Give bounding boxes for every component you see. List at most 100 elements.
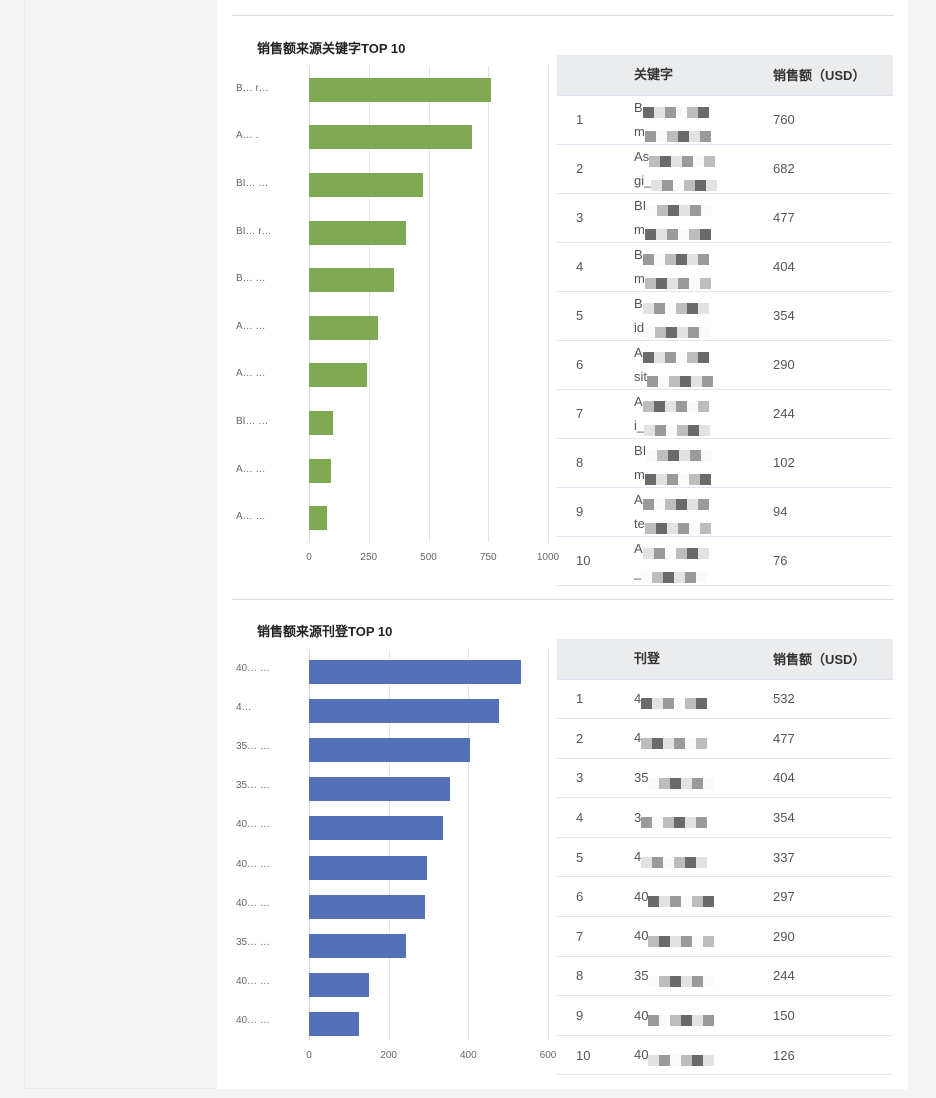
bar[interactable] bbox=[309, 363, 368, 388]
y-category-label: 40… … bbox=[236, 662, 270, 674]
sales-cell: 244 bbox=[773, 389, 893, 439]
x-tick-label: 0 bbox=[306, 552, 312, 563]
redacted-text bbox=[646, 445, 713, 462]
bar[interactable] bbox=[309, 173, 423, 197]
keyword-cell: BI m bbox=[634, 438, 773, 488]
table-row[interactable]: 2 4 477 bbox=[557, 718, 893, 759]
table-row[interactable]: 8 BI m 102 bbox=[557, 438, 893, 488]
rank-cell: 9 bbox=[557, 995, 634, 1036]
bar[interactable] bbox=[309, 738, 470, 762]
listing-text: 40 bbox=[634, 888, 649, 904]
y-category-label: BI… r… bbox=[236, 225, 272, 237]
rank-cell: 10 bbox=[557, 536, 634, 586]
sales-cell: 297 bbox=[773, 876, 893, 918]
rank-cell: 9 bbox=[557, 487, 634, 537]
table-row[interactable]: 5 4 337 bbox=[557, 837, 893, 878]
rank-cell: 6 bbox=[557, 340, 634, 390]
redacted-text bbox=[648, 971, 715, 987]
bar[interactable] bbox=[309, 268, 394, 293]
table-row[interactable]: 10 40 126 bbox=[557, 1035, 893, 1076]
bar[interactable] bbox=[309, 934, 407, 958]
bar[interactable] bbox=[309, 816, 444, 841]
rank-cell: 1 bbox=[557, 95, 634, 145]
table-row[interactable]: 2 As gi_ 682 bbox=[557, 144, 893, 194]
bar[interactable] bbox=[309, 125, 472, 150]
redacted-text bbox=[648, 1010, 715, 1027]
bar[interactable] bbox=[309, 659, 521, 684]
bar[interactable] bbox=[309, 315, 379, 340]
bar[interactable] bbox=[309, 411, 334, 435]
y-category-label: 4… bbox=[236, 701, 252, 713]
keyword-header[interactable]: 关键字 bbox=[634, 55, 773, 96]
x-tick-label: 250 bbox=[360, 552, 378, 563]
bar[interactable] bbox=[309, 506, 328, 531]
table-row[interactable]: 3 BI m 477 bbox=[557, 193, 893, 243]
sales-cell: 354 bbox=[773, 291, 893, 341]
listing-header[interactable]: 刊登 bbox=[634, 639, 773, 680]
y-category-label: B… … bbox=[236, 273, 266, 285]
gridline bbox=[388, 650, 390, 1040]
table-row[interactable]: 8 35 244 bbox=[557, 956, 893, 997]
y-category-label: BI… … bbox=[236, 178, 269, 189]
listing-cell: 3 bbox=[634, 797, 773, 838]
table-row[interactable]: 9 40 150 bbox=[557, 995, 893, 1036]
keyword-cell: As gi_ bbox=[634, 144, 773, 194]
bar[interactable] bbox=[309, 855, 428, 880]
listing-cell: 35 bbox=[634, 758, 773, 799]
keyword-text: sit bbox=[634, 368, 647, 384]
table-row[interactable]: 10 A _ 76 bbox=[557, 536, 893, 586]
gridline bbox=[548, 650, 549, 1040]
listing-text: 40 bbox=[634, 928, 649, 944]
listing-text: 4 bbox=[634, 730, 642, 746]
y-category-label: 35… … bbox=[236, 780, 270, 792]
listing-text: 35 bbox=[634, 769, 649, 785]
listing-cell: 40 bbox=[634, 916, 773, 957]
listing-cell: 4 bbox=[634, 679, 773, 720]
keyword-text: _ bbox=[634, 564, 642, 580]
listing-text: 4 bbox=[634, 849, 642, 865]
bar[interactable] bbox=[309, 1012, 360, 1037]
sales-cell: 477 bbox=[773, 193, 893, 243]
bar[interactable] bbox=[309, 220, 406, 245]
rank-cell: 4 bbox=[557, 797, 634, 838]
bar[interactable] bbox=[309, 77, 491, 102]
bar[interactable] bbox=[309, 458, 332, 483]
sales-cell: 337 bbox=[773, 837, 893, 878]
bar[interactable] bbox=[309, 894, 425, 919]
x-tick-label: 1000 bbox=[536, 552, 560, 563]
listing-bar-chart: 0 200 400 600 40… … 4… 35… … 35… … 40… … 40… … 40…… bbox=[236, 650, 556, 1070]
bar[interactable] bbox=[309, 698, 499, 723]
bar[interactable] bbox=[309, 973, 369, 998]
listing-text: 4 bbox=[634, 690, 642, 706]
sales-cell: 532 bbox=[773, 679, 893, 720]
table-row[interactable]: 1 4 532 bbox=[557, 679, 893, 720]
rank-cell: 1 bbox=[557, 679, 634, 720]
rank-cell: 8 bbox=[557, 956, 634, 997]
listing-cell: 4 bbox=[634, 837, 773, 878]
table-row[interactable]: 4 3 354 bbox=[557, 797, 893, 838]
table-row[interactable]: 6 40 297 bbox=[557, 876, 893, 918]
x-tick-label: 750 bbox=[479, 552, 497, 563]
gridline bbox=[428, 66, 430, 542]
sales-header[interactable]: 销售额（USD） bbox=[773, 55, 893, 96]
sales-cell: 150 bbox=[773, 995, 893, 1036]
x-tick-label: 600 bbox=[539, 1050, 557, 1061]
y-category-label: 40… … bbox=[236, 1015, 270, 1027]
sales-header[interactable]: 销售额（USD） bbox=[773, 639, 893, 680]
table-row[interactable]: 3 35 404 bbox=[557, 758, 893, 799]
rank-cell: 8 bbox=[557, 438, 634, 488]
bar[interactable] bbox=[309, 777, 450, 802]
table-row[interactable]: 7 40 290 bbox=[557, 916, 893, 957]
keyword-text: BI bbox=[634, 197, 647, 213]
y-category-label: 40… … bbox=[236, 976, 270, 988]
